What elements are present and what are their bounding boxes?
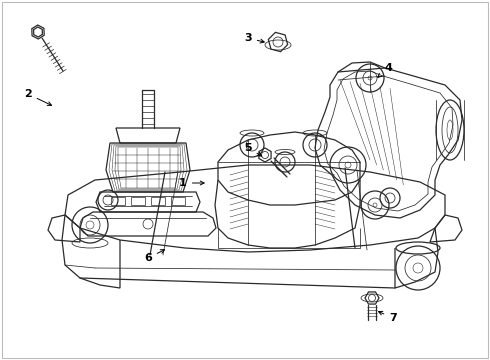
Text: 6: 6 bbox=[144, 250, 165, 263]
Text: 1: 1 bbox=[179, 178, 204, 188]
Text: 5: 5 bbox=[244, 143, 262, 156]
Text: 3: 3 bbox=[244, 33, 264, 43]
Text: 4: 4 bbox=[378, 63, 392, 77]
Text: 2: 2 bbox=[24, 89, 51, 105]
Text: 7: 7 bbox=[379, 311, 397, 323]
